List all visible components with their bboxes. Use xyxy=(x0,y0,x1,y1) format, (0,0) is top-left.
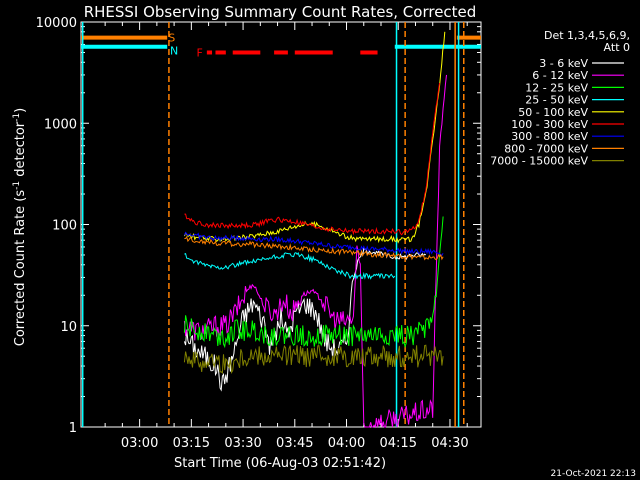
legend-label: 3 - 6 keV xyxy=(539,57,588,70)
series-line-2 xyxy=(183,74,447,429)
y-tick-label: 10000 xyxy=(36,16,77,31)
y-axis-label: Corrected Count Rate (s-1 detector-1) xyxy=(12,108,28,346)
legend-label: 7000 - 15000 keV xyxy=(490,155,588,168)
y-tick-label: 1000 xyxy=(44,117,77,132)
legend-label: 50 - 100 keV xyxy=(518,106,588,119)
x-tick-label: 03:45 xyxy=(276,436,313,451)
x-tick-label: 03:30 xyxy=(224,436,261,451)
series-line-5 xyxy=(183,31,446,244)
series-line-4 xyxy=(184,252,396,280)
series-line-3 xyxy=(183,216,444,349)
state-label-N: N xyxy=(170,45,178,58)
legend-header-2: Att 0 xyxy=(604,41,630,54)
x-tick-label: 04:00 xyxy=(328,436,365,451)
y-tick-label: 1 xyxy=(69,421,77,436)
legend-label: 6 - 12 keV xyxy=(532,69,588,82)
legend-label: 300 - 800 keV xyxy=(511,130,588,143)
series-line-6 xyxy=(184,82,441,236)
footer-timestamp: 21-Oct-2021 22:13 xyxy=(551,469,636,479)
x-tick-label: 04:15 xyxy=(380,436,417,451)
legend-label: 12 - 25 keV xyxy=(525,81,588,94)
state-label-S: S xyxy=(168,32,175,45)
flare-label-F: F xyxy=(197,46,203,59)
x-tick-label: 03:00 xyxy=(121,436,158,451)
y-tick-label: 10 xyxy=(60,320,77,335)
legend-label: 25 - 50 keV xyxy=(525,94,588,107)
x-tick-label: 04:30 xyxy=(431,436,468,451)
legend-label: 800 - 7000 keV xyxy=(504,142,588,155)
legend-label: 100 - 300 keV xyxy=(511,118,588,131)
chart-title: RHESSI Observing Summary Count Rates, Co… xyxy=(84,3,477,21)
legend-header-1: Det 1,3,4,5,6,9, xyxy=(544,29,630,42)
x-tick-label: 03:15 xyxy=(173,436,210,451)
series-line-8 xyxy=(184,235,444,261)
x-axis-label: Start Time (06-Aug-03 02:51:42) xyxy=(174,456,386,471)
series-line-9 xyxy=(183,344,444,374)
series-line-7 xyxy=(183,231,444,256)
y-tick-label: 100 xyxy=(52,219,77,234)
